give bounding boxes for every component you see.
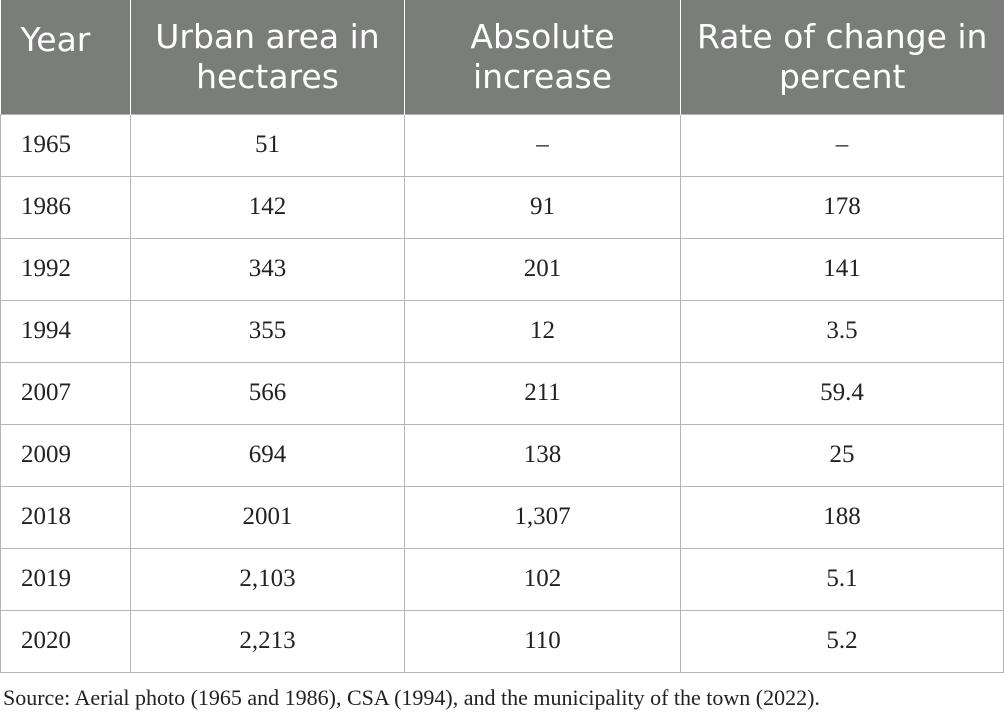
cell-urban-area: 142	[130, 175, 405, 239]
header-urban-area: Urban area in hectares	[130, 0, 405, 114]
table-row: 1994 355 12 3.5	[0, 299, 1004, 363]
table-row: 2019 2,103 102 5.1	[0, 547, 1004, 611]
cell-absolute-increase: 110	[404, 609, 681, 673]
cell-urban-area: 51	[130, 113, 405, 177]
cell-urban-area: 566	[130, 361, 405, 425]
cell-year: 2019	[0, 547, 131, 611]
cell-year: 2018	[0, 485, 131, 549]
cell-year: 1992	[0, 237, 131, 301]
cell-rate-of-change: 5.1	[680, 547, 1004, 611]
cell-absolute-increase: 201	[404, 237, 681, 301]
cell-year: 1965	[0, 113, 131, 177]
cell-rate-of-change: 5.2	[680, 609, 1004, 673]
cell-rate-of-change: 188	[680, 485, 1004, 549]
table-row: 2018 2001 1,307 188	[0, 485, 1004, 549]
cell-rate-of-change: 3.5	[680, 299, 1004, 363]
cell-urban-area: 2001	[130, 485, 405, 549]
cell-year: 1994	[0, 299, 131, 363]
cell-absolute-increase: –	[404, 113, 681, 177]
cell-urban-area: 2,213	[130, 609, 405, 673]
cell-year: 2009	[0, 423, 131, 487]
cell-year: 2007	[0, 361, 131, 425]
cell-absolute-increase: 138	[404, 423, 681, 487]
table-header-row: Year Urban area in hectares Absolute inc…	[0, 0, 1004, 114]
table-row: 1992 343 201 141	[0, 237, 1004, 301]
cell-absolute-increase: 12	[404, 299, 681, 363]
cell-urban-area: 343	[130, 237, 405, 301]
cell-absolute-increase: 211	[404, 361, 681, 425]
cell-year: 2020	[0, 609, 131, 673]
table-row: 2007 566 211 59.4	[0, 361, 1004, 425]
cell-rate-of-change: –	[680, 113, 1004, 177]
cell-rate-of-change: 178	[680, 175, 1004, 239]
source-note: Source: Aerial photo (1965 and 1986), CS…	[3, 684, 820, 710]
header-absolute-increase: Absolute increase	[404, 0, 681, 114]
cell-rate-of-change: 25	[680, 423, 1004, 487]
header-year: Year	[0, 0, 131, 114]
urban-area-table: Year Urban area in hectares Absolute inc…	[0, 0, 1004, 673]
cell-urban-area: 2,103	[130, 547, 405, 611]
cell-rate-of-change: 141	[680, 237, 1004, 301]
cell-absolute-increase: 102	[404, 547, 681, 611]
cell-rate-of-change: 59.4	[680, 361, 1004, 425]
table-row: 2009 694 138 25	[0, 423, 1004, 487]
table-row: 2020 2,213 110 5.2	[0, 609, 1004, 673]
table-row: 1965 51 – –	[0, 113, 1004, 177]
header-rate-of-change: Rate of change in percent	[680, 0, 1004, 114]
cell-urban-area: 694	[130, 423, 405, 487]
table-row: 1986 142 91 178	[0, 175, 1004, 239]
cell-absolute-increase: 1,307	[404, 485, 681, 549]
cell-year: 1986	[0, 175, 131, 239]
cell-urban-area: 355	[130, 299, 405, 363]
cell-absolute-increase: 91	[404, 175, 681, 239]
